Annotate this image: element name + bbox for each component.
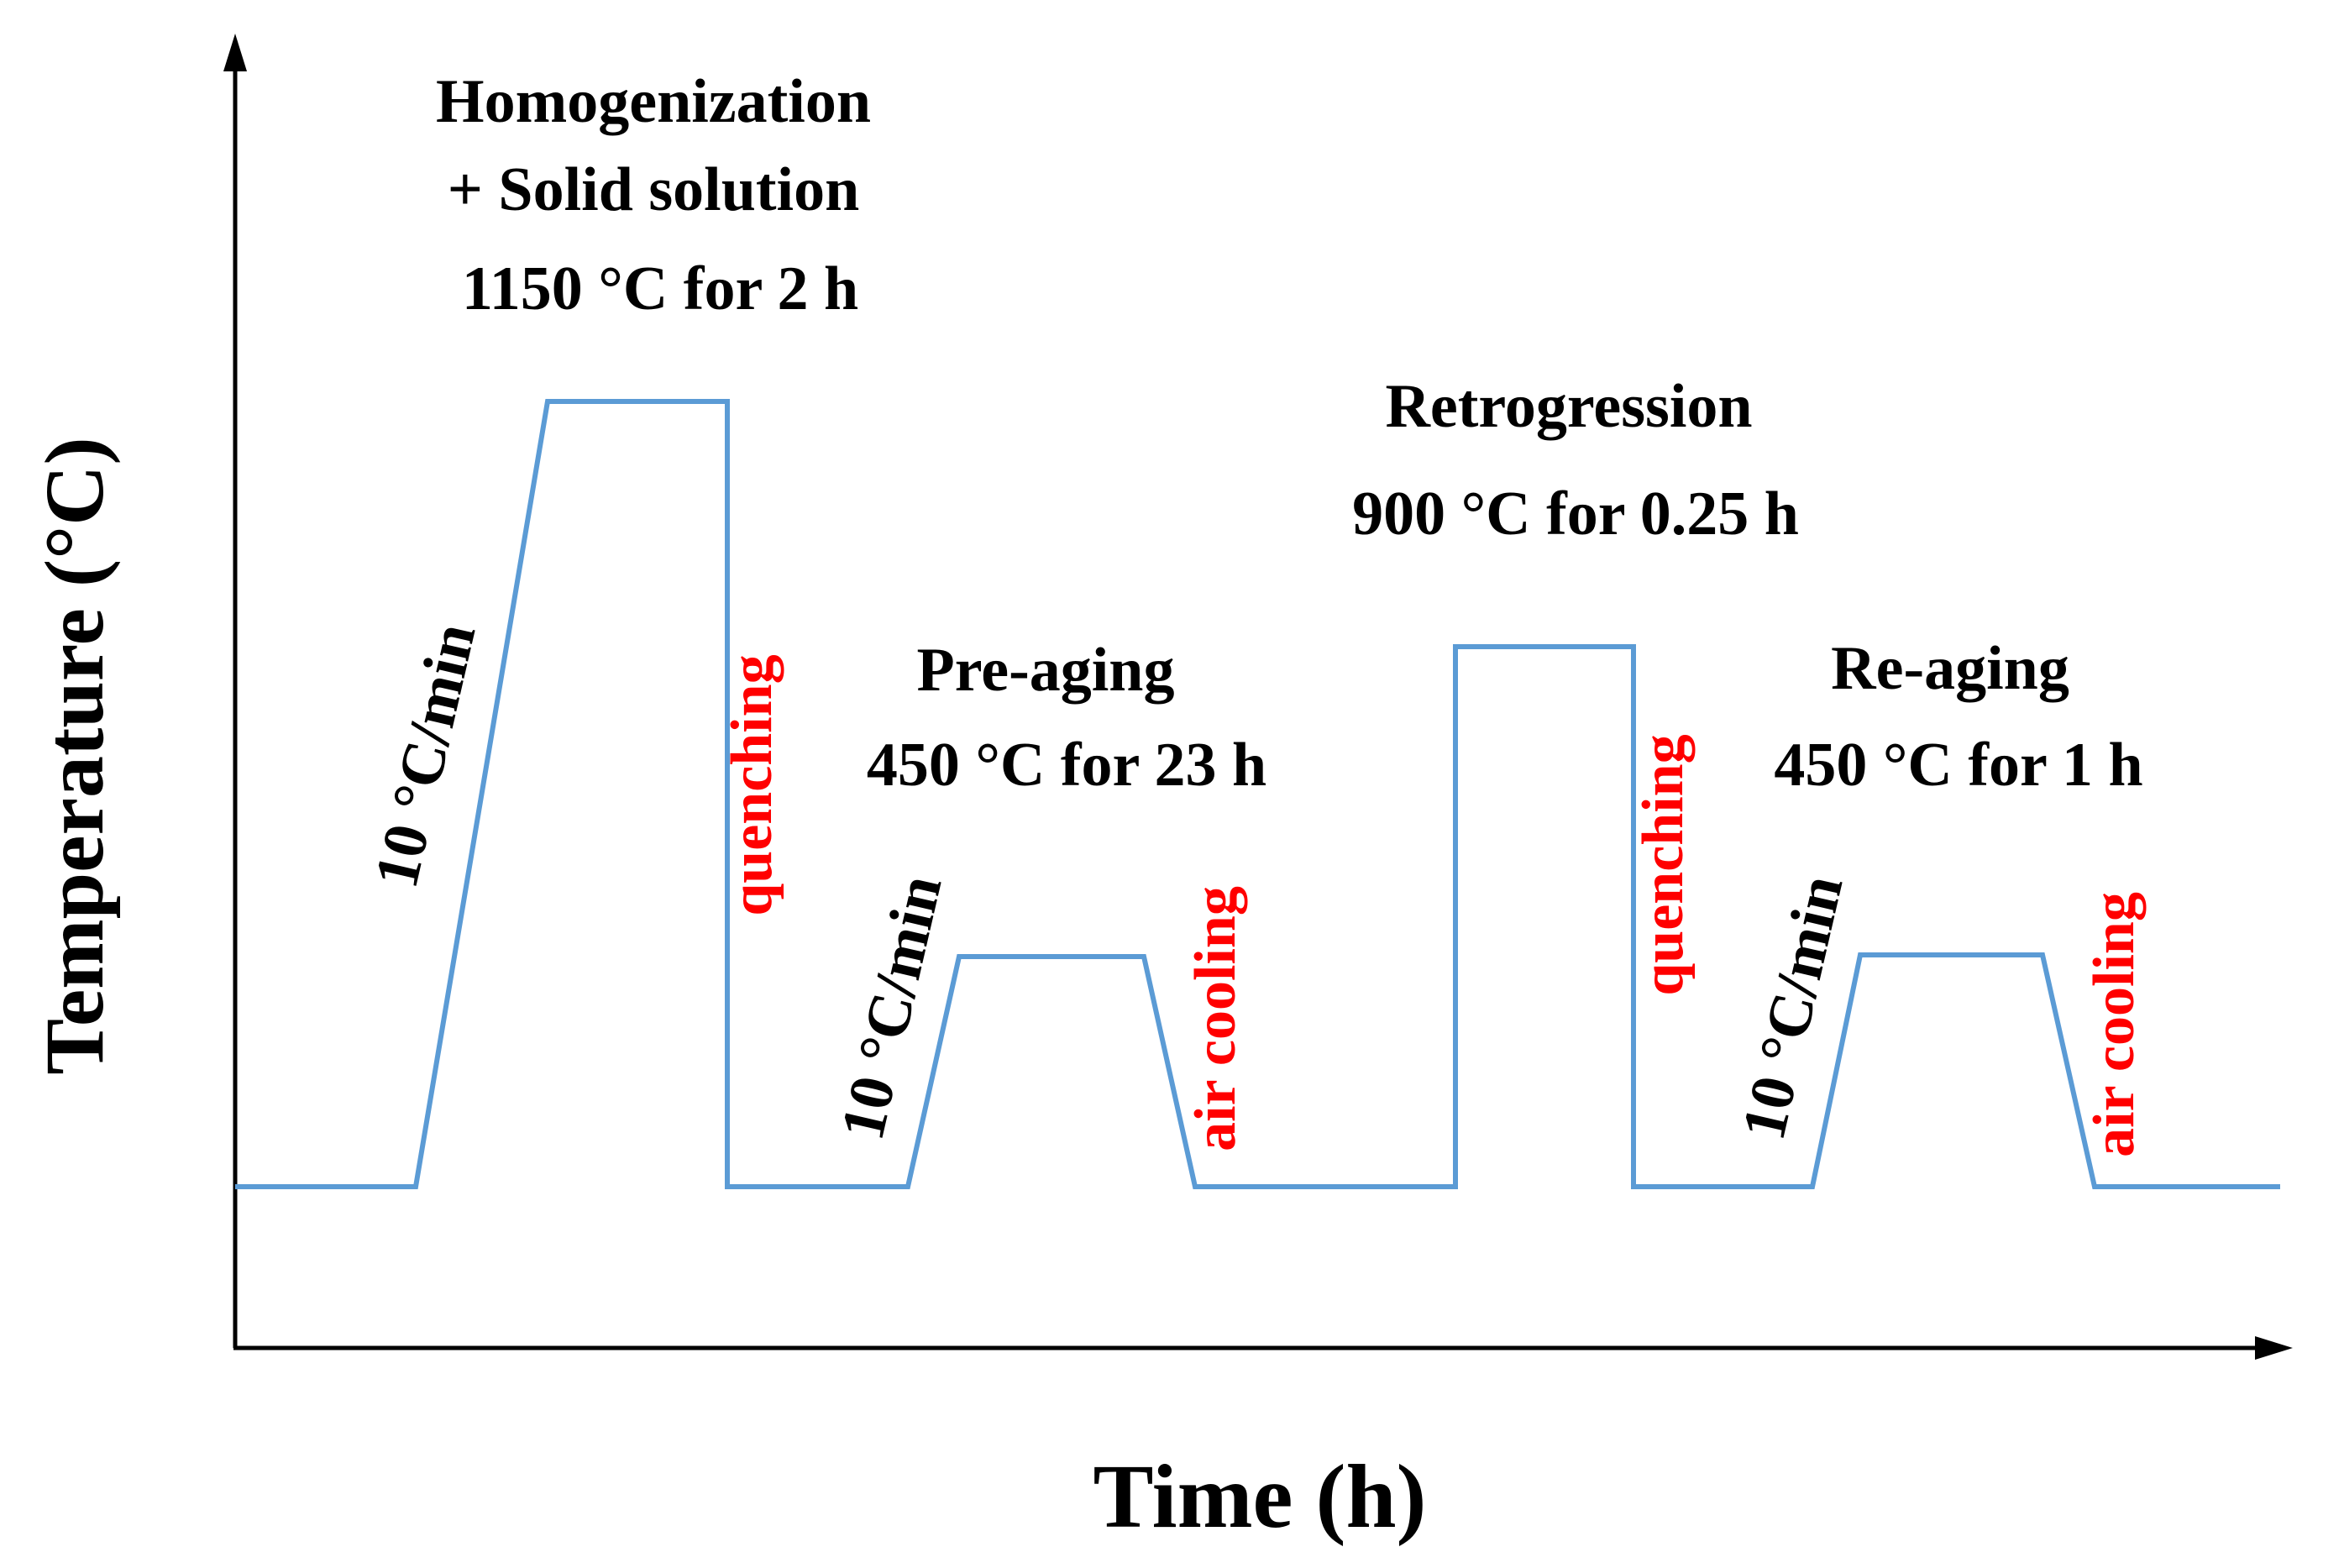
quenching-label: quenching bbox=[1631, 734, 1696, 995]
heating-rate-label: 10 °C/min bbox=[1729, 869, 1857, 1146]
y-axis-label: Temperature (°C) bbox=[28, 437, 121, 1074]
re-aging-condition: 450 °C for 1 h bbox=[1774, 731, 2142, 800]
re-aging-label: Re-aging 450 °C for 1 h bbox=[1774, 634, 2142, 800]
homogenization-title: Homogenization bbox=[436, 67, 871, 136]
y-axis-arrow-icon bbox=[223, 34, 247, 71]
homogenization-label: Homogenization + Solid solution 1150 °C … bbox=[436, 67, 871, 323]
x-axis-label: Time (h) bbox=[1093, 1447, 1427, 1547]
temperature-profile bbox=[235, 399, 2280, 1189]
pre-aging-condition: 450 °C for 23 h bbox=[867, 731, 1266, 800]
retrogression-label: Retrogression 900 °C for 0.25 h bbox=[1352, 372, 1799, 548]
homogenization-subtitle: + Solid solution bbox=[448, 155, 859, 224]
air-cooling-label: air cooling bbox=[2082, 892, 2147, 1157]
pre-aging-label: Pre-aging 450 °C for 23 h bbox=[867, 636, 1266, 800]
re-aging-title: Re-aging bbox=[1831, 634, 2069, 703]
x-axis-arrow-icon bbox=[2255, 1336, 2293, 1360]
retrogression-condition: 900 °C for 0.25 h bbox=[1352, 480, 1799, 548]
pre-aging-title: Pre-aging bbox=[917, 636, 1175, 705]
heating-rate-label: 10 °C/min bbox=[828, 869, 956, 1146]
retrogression-title: Retrogression bbox=[1385, 372, 1752, 441]
axes bbox=[223, 34, 2293, 1360]
homogenization-condition: 1150 °C for 2 h bbox=[462, 254, 858, 323]
air-cooling-label: air cooling bbox=[1183, 886, 1248, 1151]
quenching-label: quenching bbox=[720, 654, 784, 915]
